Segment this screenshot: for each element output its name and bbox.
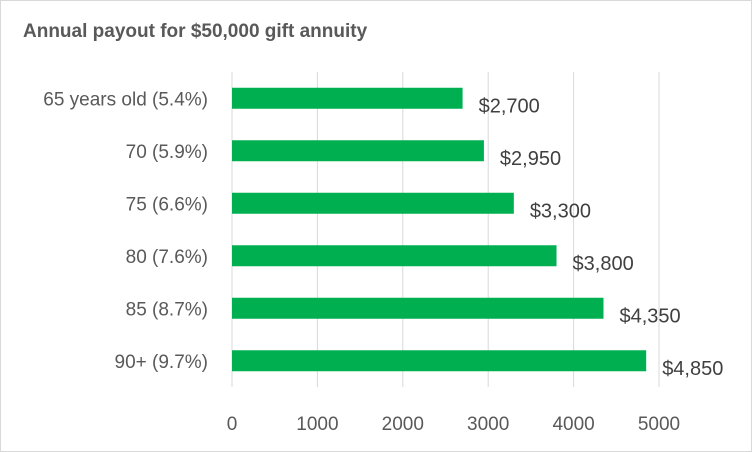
data-label: $3,300	[530, 200, 591, 222]
data-label: $4,850	[662, 358, 723, 380]
x-tick-label: 5000	[638, 414, 680, 435]
bar	[232, 245, 557, 267]
x-tick-label: 1000	[296, 414, 338, 435]
bar	[232, 140, 484, 162]
bar	[232, 192, 514, 214]
category-label: 70 (5.9%)	[126, 142, 208, 163]
bar	[232, 87, 463, 109]
data-label: $2,700	[479, 95, 540, 117]
data-label: $4,350	[619, 305, 680, 327]
bars	[232, 87, 647, 372]
data-label: $3,800	[573, 253, 634, 275]
x-tick-label: 0	[227, 414, 238, 435]
category-label: 75 (6.6%)	[126, 194, 208, 215]
category-label: 65 years old (5.4%)	[43, 89, 208, 110]
chart-title: Annual payout for $50,000 gift annuity	[23, 21, 368, 42]
data-label: $2,950	[500, 148, 561, 170]
bar	[232, 297, 604, 319]
x-tick-label: 2000	[382, 414, 424, 435]
x-tick-label: 3000	[467, 414, 509, 435]
bar	[232, 350, 647, 372]
category-labels: 65 years old (5.4%) 70 (5.9%) 75 (6.6%) 80 …	[43, 89, 208, 373]
category-label: 85 (8.7%)	[126, 299, 208, 320]
gridlines	[231, 72, 660, 387]
category-label: 80 (7.6%)	[126, 247, 208, 268]
category-label: 90+ (9.7%)	[115, 352, 208, 373]
x-axis-tick-labels: 0 1000 2000 3000 4000 5000	[227, 414, 680, 435]
data-labels: $2,700 $2,950 $3,300 $3,800 $4,350 $4,850	[479, 95, 724, 380]
x-tick-label: 4000	[552, 414, 594, 435]
